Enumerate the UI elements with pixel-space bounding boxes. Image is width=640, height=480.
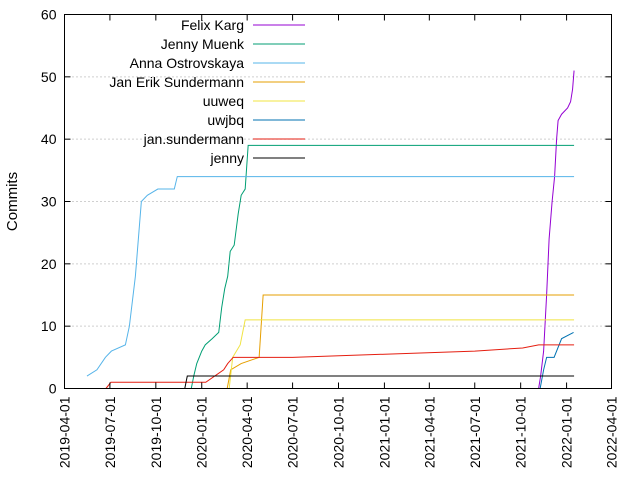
x-tick-label: 2019-10-01 [148,396,164,468]
y-tick-label: 60 [41,7,57,23]
legend-label: Jan Erik Sundermann [109,74,244,90]
legend: Felix Karg Jenny Muenk Anna Ostrovskaya Jan… [109,17,305,166]
x-tick-label: 2020-07-01 [285,396,301,468]
series-line-5 [539,331,574,389]
y-tick-label: 0 [49,381,57,397]
legend-label: Anna Ostrovskaya [130,55,245,71]
x-tick-label: 2020-01-01 [194,396,210,468]
y-tick-label: 40 [41,131,57,147]
legend-label: Jenny Muenk [161,36,245,52]
x-tick-label: 2020-10-01 [330,396,346,468]
legend-label: jenny [210,150,244,166]
y-axis-label: Commits [4,172,21,231]
axis-ticks: 0 10 20 30 40 50 60 2019-04-01 2019-07-01 2019-10… [41,7,620,469]
series-line-6 [105,344,575,389]
x-tick-label: 2022-01-01 [559,396,575,468]
legend-label: jan.sundermann [143,131,244,147]
y-tick-label: 10 [41,318,57,334]
x-tick-label: 2022-04-01 [604,396,620,468]
y-tick-label: 50 [41,69,57,85]
series-line-2 [86,176,575,377]
series-line-1 [190,144,575,389]
series-line-0 [538,70,575,389]
grid-lines [64,76,612,327]
series-lines [86,70,575,389]
x-tick-label: 2019-07-01 [102,396,118,468]
y-tick-label: 30 [41,194,57,210]
y-tick-label: 20 [41,256,57,272]
legend-label: uuweq [203,93,244,109]
x-tick-label: 2020-04-01 [239,396,255,468]
x-tick-label: 2021-10-01 [513,396,529,468]
legend-label: uwjbq [207,112,244,128]
x-tick-label: 2021-07-01 [467,396,483,468]
series-line-3 [226,294,575,389]
legend-label: Felix Karg [181,17,244,33]
x-tick-label: 2021-01-01 [376,396,392,468]
series-line-4 [228,319,575,389]
x-tick-label: 2019-04-01 [57,396,73,468]
series-line-7 [184,375,575,389]
x-tick-label: 2021-04-01 [421,396,437,468]
